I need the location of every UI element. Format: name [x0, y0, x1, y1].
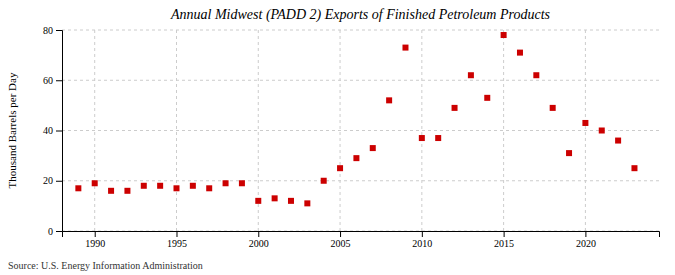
y-tick: 40: [43, 125, 62, 136]
x-tick-label: 2020: [576, 238, 596, 249]
y-axis-label: Thousand Barrels per Day: [6, 72, 18, 188]
point: [631, 165, 637, 171]
y-tick-mark: [56, 231, 62, 232]
y-tick-label: 40: [43, 125, 53, 136]
point: [288, 198, 294, 204]
point: [435, 135, 441, 141]
point: [550, 105, 556, 111]
grid-line: [62, 80, 659, 81]
point: [337, 165, 343, 171]
y-axis-line: [56, 31, 63, 232]
annotation: Source: U.S. Energy Information Administ…: [8, 260, 203, 271]
point: [272, 195, 278, 201]
y-tick: 60: [43, 75, 62, 86]
x-tick: 1990: [85, 231, 105, 249]
y-tick: 0: [48, 226, 62, 237]
y-tick: 20: [43, 175, 62, 186]
x-tick-label: 2000: [249, 238, 269, 249]
point: [533, 72, 539, 78]
y-tick-mark: [56, 131, 62, 132]
point: [321, 178, 327, 184]
y-tick-label: 20: [43, 175, 53, 186]
grid-line: [62, 180, 659, 181]
grid-line: [503, 30, 504, 231]
point: [501, 32, 507, 38]
point: [566, 150, 572, 156]
x-axis: 1990 1995 2000 2005 2010 2015 2020: [63, 231, 660, 249]
point: [92, 180, 98, 186]
point: [517, 50, 523, 56]
point: [141, 183, 147, 189]
x-tick-mark: [258, 231, 259, 237]
point: [304, 200, 310, 206]
y-tick-label: 0: [48, 226, 53, 237]
y-tick-mark: [56, 181, 62, 182]
point: [615, 138, 621, 144]
y-tick-mark: [56, 30, 62, 31]
point: [386, 97, 392, 103]
point: [239, 180, 245, 186]
grid-line: [62, 30, 659, 31]
point: [255, 198, 261, 204]
x-tick-mark: [422, 231, 423, 237]
x-tick: 2005: [331, 231, 351, 249]
plot-area: 1990 1995 2000 2005 2010 2015 2020 0 20 40 60 80: [43, 25, 660, 249]
x-tick-label: 2010: [412, 238, 432, 249]
x-tick-label: 1995: [167, 238, 187, 249]
points: [75, 32, 637, 206]
point: [75, 185, 81, 191]
y-tick: 80: [43, 25, 62, 36]
point: [452, 105, 458, 111]
point: [157, 183, 163, 189]
x-tick-mark: [95, 231, 96, 237]
point: [108, 188, 114, 194]
point: [173, 185, 179, 191]
point: [468, 72, 474, 78]
point: [402, 45, 408, 51]
title: Annual Midwest (PADD 2) Exports of Finis…: [170, 7, 551, 23]
y-tick-mark: [56, 80, 62, 81]
x-tick-mark: [340, 231, 341, 237]
grid-line: [421, 30, 422, 231]
point: [190, 183, 196, 189]
grid: [62, 30, 659, 231]
grid-line: [94, 30, 95, 231]
point: [124, 188, 130, 194]
y-axis: 0 20 40 60 80: [43, 25, 63, 237]
grid-line: [585, 30, 586, 231]
x-tick: 2020: [576, 231, 596, 249]
chart: 1990 1995 2000 2005 2010 2015 2020 0 20 40 60 80 Ann…: [0, 0, 675, 275]
y-tick-label: 80: [43, 25, 53, 36]
point: [599, 128, 605, 134]
x-tick-label: 2005: [331, 238, 351, 249]
grid-line: [176, 30, 177, 231]
x-tick: 1995: [167, 231, 187, 249]
grid-line: [340, 30, 341, 231]
x-axis-line: [63, 232, 660, 238]
x-tick: 2015: [494, 231, 514, 249]
point: [353, 155, 359, 161]
grid-line: [62, 130, 659, 131]
x-tick: 2010: [412, 231, 432, 249]
point: [582, 120, 588, 126]
point: [370, 145, 376, 151]
x-tick-label: 2015: [494, 238, 514, 249]
y-tick-label: 60: [43, 75, 53, 86]
point: [206, 185, 212, 191]
point: [484, 95, 490, 101]
x-tick-label: 1990: [85, 238, 105, 249]
point: [419, 135, 425, 141]
x-tick-mark: [504, 231, 505, 237]
x-tick: 2000: [249, 231, 269, 249]
x-tick-mark: [176, 231, 177, 237]
x-tick-mark: [585, 231, 586, 237]
point: [223, 180, 229, 186]
